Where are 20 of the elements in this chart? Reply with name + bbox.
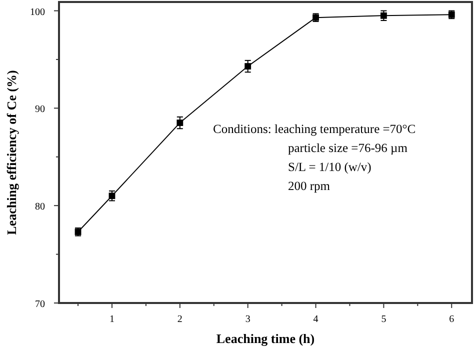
annotation: Conditions: leaching temperature =70°C [213, 122, 416, 136]
y-tick-label: 90 [35, 104, 45, 116]
point [380, 12, 387, 19]
y-axis-title: Leaching efficiency of Ce (%) [4, 70, 19, 235]
annotation: particle size =76-96 µm [288, 141, 408, 155]
x-tick-label: 3 [245, 314, 250, 325]
x-tick-label: 4 [313, 314, 318, 325]
y-tick-label: 100 [30, 6, 45, 18]
x-tick-label: 1 [109, 314, 114, 325]
x-tick-label: 2 [177, 314, 182, 325]
point [108, 192, 116, 200]
y-tick-label: 70 [35, 299, 45, 310]
x-axis-title: Leaching time (h) [216, 331, 315, 346]
point [176, 120, 184, 126]
annotation: 200 rpm [288, 179, 330, 193]
x-tick-label: 5 [381, 314, 386, 325]
annotation: S/L = 1/10 (w/v) [288, 160, 372, 174]
point [244, 63, 252, 70]
y-tick-label: 80 [35, 202, 45, 213]
x-tick-label: 6 [449, 314, 454, 325]
